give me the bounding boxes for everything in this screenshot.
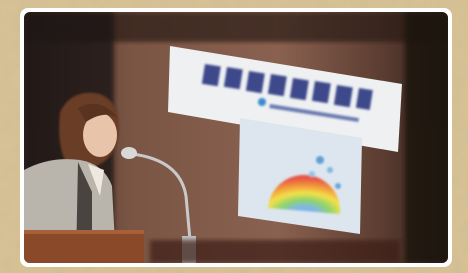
podium [24, 232, 144, 263]
right-curtain [405, 12, 450, 263]
photo [24, 12, 450, 263]
stage-floor [150, 240, 400, 263]
podium-edge [24, 230, 144, 234]
photo-frame [0, 0, 468, 273]
